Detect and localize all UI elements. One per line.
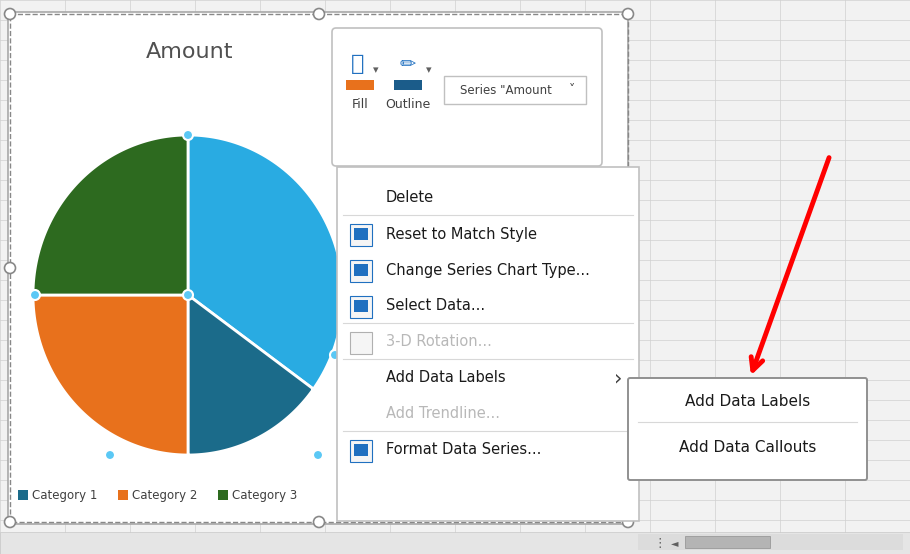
Text: ⋮: ⋮ (653, 536, 666, 550)
Circle shape (5, 263, 15, 274)
Bar (350, 332, 372, 354)
FancyBboxPatch shape (628, 378, 867, 480)
Text: ⬡: ⬡ (482, 166, 500, 184)
Circle shape (314, 516, 325, 527)
Bar (638, 534, 903, 550)
Text: ˅: ˅ (569, 84, 575, 96)
Text: Series "Amount: Series "Amount (460, 84, 552, 96)
Polygon shape (188, 135, 343, 389)
FancyBboxPatch shape (337, 167, 639, 521)
Bar (394, 80, 422, 90)
Text: Add Data Callouts: Add Data Callouts (679, 440, 816, 455)
Bar (354, 228, 368, 240)
Text: ›: › (614, 368, 622, 388)
Text: Change Series Chart Type...: Change Series Chart Type... (386, 263, 590, 278)
Polygon shape (479, 170, 503, 192)
Circle shape (30, 290, 40, 300)
Bar (354, 300, 368, 312)
Text: Fill: Fill (351, 98, 369, 110)
Circle shape (183, 290, 193, 300)
Text: Add Data Labels: Add Data Labels (386, 371, 506, 386)
FancyBboxPatch shape (332, 28, 602, 166)
Text: Add Trendline...: Add Trendline... (386, 407, 500, 422)
Circle shape (5, 516, 15, 527)
Bar (8, 12, 628, 524)
Text: 👆: 👆 (351, 54, 365, 74)
Bar (350, 224, 372, 246)
Bar (118, 490, 128, 500)
Bar (444, 76, 586, 104)
Bar (18, 490, 28, 500)
Bar (685, 536, 770, 548)
Bar (0, 532, 910, 554)
Text: Category 2: Category 2 (132, 489, 197, 501)
Text: Outline: Outline (385, 98, 430, 110)
Text: 3-D Rotation...: 3-D Rotation... (386, 335, 492, 350)
Text: Amount: Amount (147, 42, 234, 62)
Text: Delete: Delete (386, 191, 434, 206)
Text: Format Data Series...: Format Data Series... (386, 443, 541, 458)
Bar (346, 80, 374, 90)
Bar (10, 14, 628, 522)
Circle shape (313, 450, 323, 460)
Circle shape (5, 8, 15, 19)
Polygon shape (33, 135, 188, 295)
Circle shape (622, 516, 633, 527)
Text: Add Data Labels: Add Data Labels (685, 394, 810, 409)
Bar (218, 490, 228, 500)
Circle shape (105, 450, 115, 460)
Circle shape (314, 8, 325, 19)
Text: ◄: ◄ (672, 538, 679, 548)
Text: Category 1: Category 1 (32, 489, 97, 501)
Bar (602, 360, 637, 396)
Circle shape (622, 8, 633, 19)
Bar (354, 444, 368, 456)
Bar (339, 360, 637, 396)
Bar (350, 260, 372, 282)
Circle shape (622, 263, 633, 274)
Bar (350, 440, 372, 462)
Circle shape (330, 350, 340, 360)
Circle shape (183, 130, 193, 140)
Polygon shape (188, 295, 313, 455)
Text: ✏: ✏ (399, 54, 416, 74)
Text: Category 3: Category 3 (232, 489, 298, 501)
Text: ▾: ▾ (373, 65, 379, 75)
Polygon shape (33, 295, 188, 455)
Text: Reset to Match Style: Reset to Match Style (386, 227, 537, 242)
Text: Select Data...: Select Data... (386, 299, 485, 314)
Bar (350, 296, 372, 318)
Bar (354, 264, 368, 276)
Text: ▾: ▾ (426, 65, 432, 75)
